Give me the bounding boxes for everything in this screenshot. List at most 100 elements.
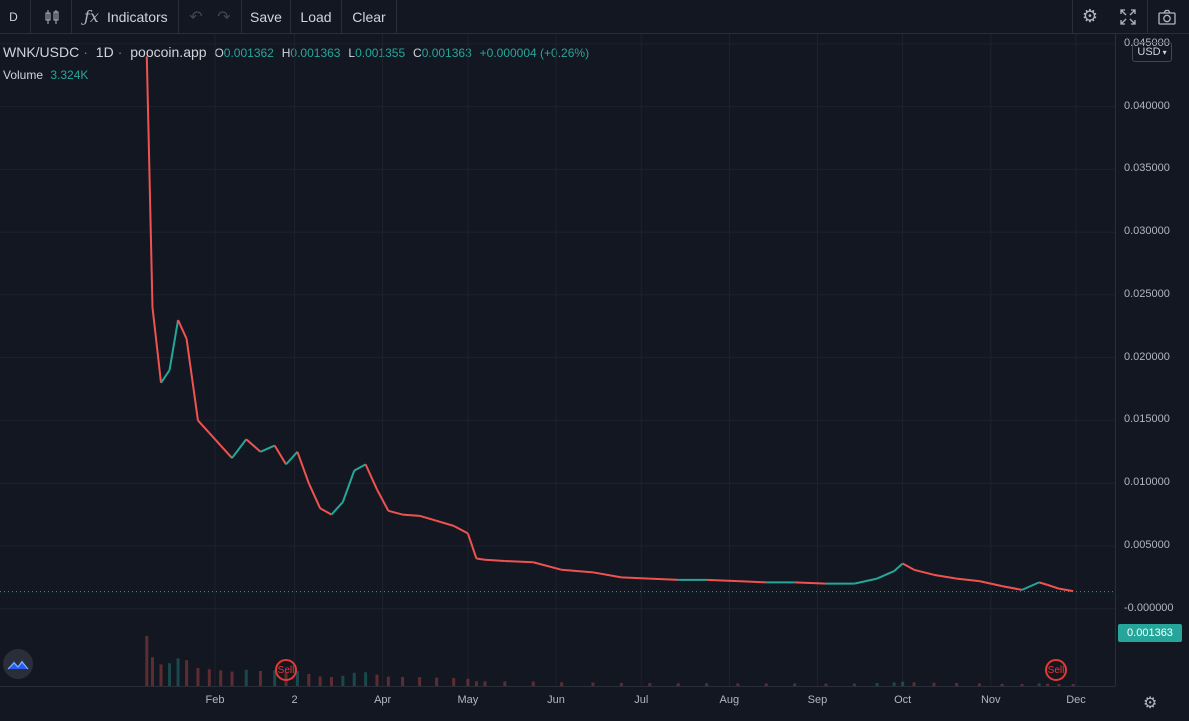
y-tick-label: 0.035000 — [1124, 162, 1170, 175]
price-segment — [436, 519, 454, 527]
y-tick-label: -0.000000 — [1124, 601, 1174, 614]
price-segment — [621, 576, 650, 580]
chart-legend: WNK/USDC · 1D · poocoin.app O0.001362 H0.0… — [3, 44, 590, 60]
gear-icon[interactable]: ⚙ — [1143, 695, 1158, 712]
volume-bar — [793, 683, 797, 686]
x-tick-label: Jul — [634, 694, 649, 706]
volume-bar — [736, 683, 740, 686]
top-toolbar: D ƒx Indicators ↶ ↷ Save Load Clear ⚙ — [0, 0, 1189, 34]
price-segment — [219, 444, 233, 459]
fullscreen-icon[interactable] — [1114, 0, 1142, 33]
price-segment — [307, 482, 322, 509]
x-tick-label: Nov — [980, 694, 1001, 706]
currency-selector[interactable]: USD ▾ — [1132, 42, 1172, 62]
high-label: H — [281, 46, 291, 60]
volume-bar — [307, 674, 311, 686]
price-segment — [388, 509, 403, 516]
y-tick-label: 0.040000 — [1124, 99, 1170, 112]
open-label: O — [214, 46, 224, 60]
volume-bar — [648, 683, 652, 686]
price-segment — [466, 533, 478, 559]
price-segment — [419, 514, 437, 522]
volume-bar — [824, 683, 828, 686]
sell-marker-label: Sell — [277, 664, 295, 676]
undo-icon[interactable]: ↶ — [189, 8, 203, 26]
volume-bar — [912, 682, 916, 686]
price-segment — [933, 573, 957, 580]
save-button[interactable]: Save — [250, 8, 282, 25]
price-segment — [285, 451, 299, 466]
volume-bar — [230, 671, 234, 686]
sell-marker[interactable]: Sell — [1045, 659, 1067, 681]
redo-icon[interactable]: ↷ — [217, 8, 231, 26]
time-axis[interactable] — [0, 686, 1115, 721]
price-segment — [854, 577, 878, 585]
price-segment — [168, 319, 180, 371]
price-segment — [893, 562, 904, 572]
volume-bar — [196, 668, 200, 686]
volume-bar — [676, 683, 680, 686]
volume-bar — [852, 683, 856, 686]
interval-label: 1D — [95, 44, 114, 60]
price-segment — [353, 463, 367, 472]
currency-label: USD — [1137, 46, 1161, 58]
price-segment — [1038, 581, 1048, 586]
tradingview-logo-icon[interactable] — [3, 649, 33, 679]
volume-bar — [483, 681, 487, 686]
settings-icon[interactable]: ⚙ — [1081, 6, 1099, 26]
current-price-label: 0.001363 — [1118, 624, 1182, 642]
camera-icon[interactable] — [1152, 0, 1182, 33]
volume-bar — [219, 670, 223, 686]
candles-icon[interactable] — [36, 0, 68, 33]
volume-bar — [977, 683, 981, 686]
volume-bar — [185, 660, 189, 686]
volume-bar — [503, 681, 507, 686]
indicators-button[interactable]: ƒx Indicators — [78, 0, 174, 33]
price-segment — [979, 580, 1003, 588]
volume-bar — [955, 683, 959, 686]
x-tick-label: Oct — [894, 694, 912, 706]
volume-value: 3.324K — [50, 68, 89, 82]
volume-bar — [159, 664, 163, 686]
x-tick-label: May — [457, 694, 479, 706]
price-segment — [341, 470, 356, 503]
price-segment — [296, 451, 310, 484]
price-axis[interactable] — [1115, 34, 1189, 686]
price-segment — [1021, 581, 1040, 591]
price-segment — [208, 432, 222, 447]
volume-bar — [258, 671, 262, 686]
volume-bar — [435, 677, 439, 686]
price-segment — [592, 571, 622, 579]
close-label: C — [413, 46, 422, 60]
price-segment — [245, 438, 262, 453]
volume-bar — [295, 671, 299, 686]
volume-bar — [330, 677, 334, 686]
function-icon: ƒx — [84, 7, 99, 26]
price-segment — [185, 338, 199, 421]
price-chart[interactable] — [0, 34, 1115, 686]
price-segment — [913, 568, 935, 576]
clear-button[interactable]: Clear — [352, 8, 386, 25]
volume-bar — [244, 669, 248, 686]
low-value: 0.001355 — [355, 46, 406, 60]
price-segment — [533, 561, 562, 571]
open-value: 0.001362 — [223, 46, 274, 60]
price-segment — [260, 444, 276, 453]
high-value: 0.001363 — [290, 46, 341, 60]
price-segment — [330, 501, 344, 516]
sell-marker[interactable]: Sell — [275, 659, 297, 681]
volume-bar — [1037, 683, 1041, 686]
price-segment — [484, 558, 505, 563]
symbol-button[interactable]: D — [9, 9, 18, 24]
price-segment — [197, 419, 211, 434]
volume-bar — [932, 682, 936, 686]
volume-bar — [892, 682, 896, 686]
price-segment — [1001, 585, 1023, 591]
price-segment — [561, 568, 594, 574]
sell-marker-label: Sell — [1047, 664, 1065, 676]
x-tick-label: Feb — [205, 694, 225, 706]
price-segment — [177, 319, 188, 340]
load-button[interactable]: Load — [300, 8, 332, 25]
price-segment — [273, 445, 287, 465]
volume-bar — [531, 681, 535, 686]
